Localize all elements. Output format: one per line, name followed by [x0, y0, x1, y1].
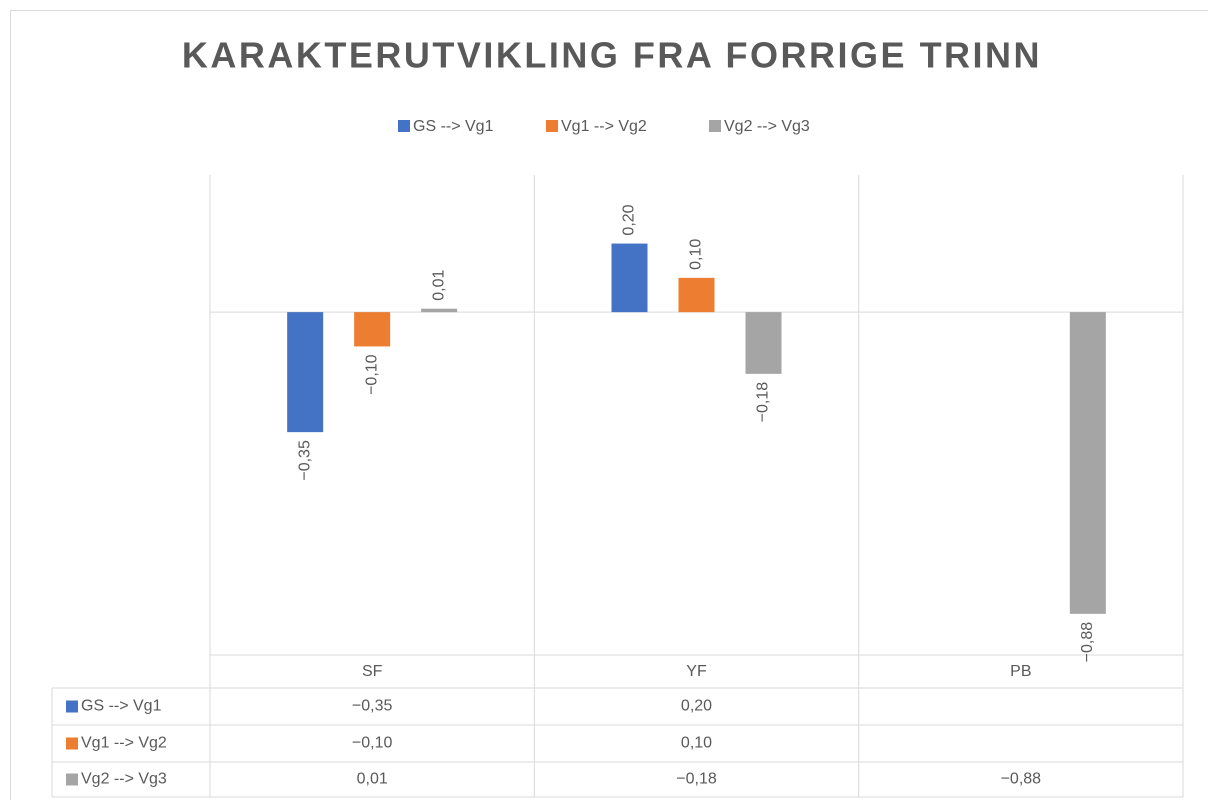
table-row-label: Vg1 --> Vg2	[81, 735, 167, 752]
bar	[287, 312, 324, 433]
table-legend-swatch	[66, 737, 78, 750]
bar	[421, 308, 458, 313]
x-tick-label: SF	[362, 663, 383, 680]
chart-title: KARAKTERUTVIKLING FRA FORRIGE TRINN	[182, 35, 1042, 76]
bar	[611, 243, 648, 313]
table-cell: −0,10	[352, 735, 393, 752]
data-label: −0,18	[755, 382, 772, 423]
data-label: 0,20	[621, 204, 638, 235]
bar	[1069, 312, 1106, 614]
table-cell: −0,18	[676, 771, 717, 788]
table-cell: 0,20	[681, 698, 712, 715]
legend-label: Vg2 --> Vg3	[724, 118, 810, 135]
table-cell: −0,88	[1001, 771, 1042, 788]
data-label: −0,35	[296, 440, 313, 481]
bar	[678, 277, 715, 313]
table-row-label: GS --> Vg1	[81, 698, 162, 715]
table-cell: 0,10	[681, 735, 712, 752]
legend-swatch	[546, 120, 558, 132]
legend-swatch	[398, 120, 410, 132]
bar	[745, 312, 782, 374]
legend-swatch	[709, 120, 721, 132]
data-label: −0,88	[1079, 622, 1096, 663]
legend-label: Vg1 --> Vg2	[561, 118, 647, 135]
table-legend-swatch	[66, 773, 78, 786]
data-label: 0,01	[430, 269, 447, 300]
data-label: 0,10	[688, 239, 705, 270]
x-tick-label: PB	[1010, 663, 1031, 680]
data-label: −0,10	[363, 354, 380, 395]
table-cell: 0,01	[357, 771, 388, 788]
table-row-label: Vg2 --> Vg3	[81, 771, 167, 788]
x-tick-label: YF	[686, 663, 707, 680]
table-cell: −0,35	[352, 698, 393, 715]
legend-label: GS --> Vg1	[413, 118, 494, 135]
bar	[354, 312, 391, 347]
table-legend-swatch	[66, 700, 78, 713]
chart-border	[10, 10, 1208, 800]
